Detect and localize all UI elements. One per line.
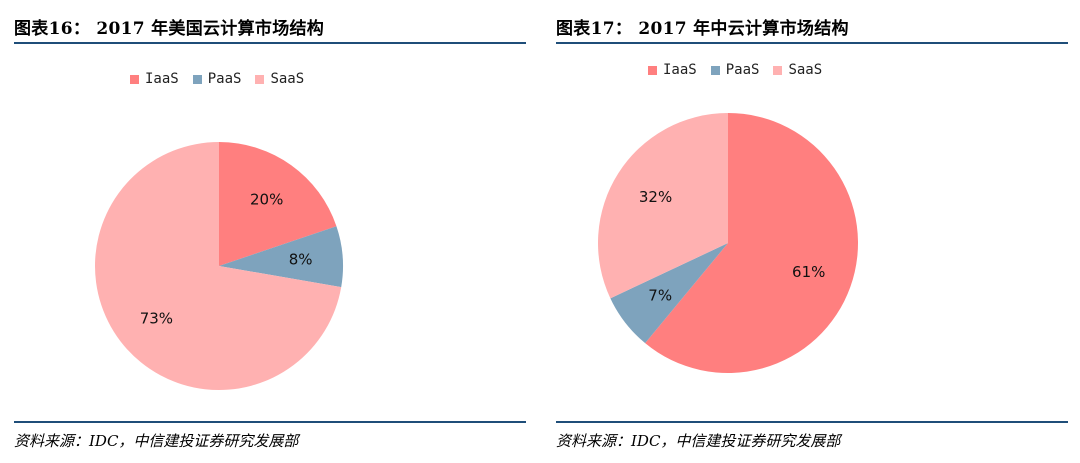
- chart-title: 图表16： 2017 年美国云计算市场结构: [14, 19, 325, 39]
- pie-slice-saas: [598, 113, 728, 299]
- legend-swatch-paas: [710, 65, 720, 75]
- slice-label-iaas: 20%: [250, 190, 283, 208]
- legend-item-paas: PaaS: [710, 62, 760, 78]
- slice-label-iaas: 61%: [792, 263, 825, 281]
- bottom-rule: [14, 421, 526, 423]
- pie-chart-cn: 61% 7% 32%: [598, 113, 858, 373]
- legend-item-paas: PaaS: [192, 71, 242, 87]
- legend-swatch-iaas: [648, 65, 657, 75]
- legend-item-saas: SaaS: [255, 71, 304, 87]
- slice-label-saas: 32%: [639, 188, 672, 206]
- pie-chart-us: 20% 8% 73%: [94, 142, 343, 391]
- chart-panel-cn: 图表17： 2017 年中云计算市场结构 IaaS PaaS SaaS 61% 7…: [556, 0, 1076, 463]
- legend-swatch-iaas: [130, 74, 139, 84]
- source-note: 资料来源：IDC，中信建投证券研究发展部: [556, 432, 841, 450]
- source-note: 资料来源：IDC，中信建投证券研究发展部: [14, 432, 299, 450]
- legend-label-saas: SaaS: [270, 71, 305, 87]
- top-rule: [556, 42, 1068, 44]
- legend: IaaS PaaS SaaS: [648, 62, 822, 78]
- legend-item-saas: SaaS: [773, 62, 822, 78]
- pie-slice-iaas: [645, 113, 858, 373]
- legend-item-iaas: IaaS: [130, 71, 179, 87]
- pie-slice-iaas: [219, 142, 337, 266]
- legend-label-paas: PaaS: [725, 62, 760, 78]
- slice-label-paas: 8%: [289, 251, 313, 269]
- pie-slice-saas: [94, 142, 342, 391]
- legend-swatch-saas: [773, 65, 783, 75]
- chart-title: 图表17： 2017 年中云计算市场结构: [556, 19, 849, 39]
- slice-label-paas: 7%: [648, 287, 672, 305]
- slice-label-saas: 73%: [140, 310, 173, 328]
- legend-label-iaas: IaaS: [145, 71, 179, 87]
- pie-slice-paas: [610, 243, 728, 344]
- top-rule: [14, 42, 526, 44]
- legend-swatch-saas: [255, 74, 265, 84]
- bottom-rule: [556, 421, 1068, 423]
- legend-swatch-paas: [192, 74, 202, 84]
- pie-slice-paas: [219, 226, 343, 288]
- legend-item-iaas: IaaS: [648, 62, 697, 78]
- legend-label-saas: SaaS: [788, 62, 823, 78]
- chart-panel-us: 图表16： 2017 年美国云计算市场结构 IaaS PaaS SaaS 20%…: [14, 0, 534, 463]
- legend-label-iaas: IaaS: [663, 62, 697, 78]
- legend-label-paas: PaaS: [207, 71, 242, 87]
- legend: IaaS PaaS SaaS: [130, 71, 304, 87]
